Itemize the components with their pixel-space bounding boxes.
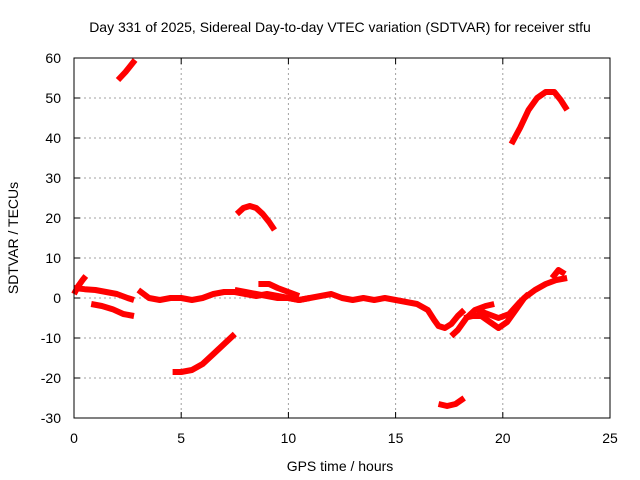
plot-frame <box>73 57 611 419</box>
y-tick-label: 10 <box>45 250 61 266</box>
series-arc-10 <box>437 395 466 409</box>
y-tick-label: 40 <box>45 130 61 146</box>
y-tick-label: -20 <box>41 370 61 386</box>
y-axis-label: SDTVAR / TECUs <box>5 182 21 294</box>
y-tick-label: 50 <box>45 90 61 106</box>
y-tick-label: 0 <box>53 290 61 306</box>
series-arc-7 <box>234 287 311 303</box>
series-arc-15 <box>549 267 567 280</box>
chart-title: Day 331 of 2025, Sidereal Day-to-day VTE… <box>89 19 591 35</box>
y-tick-label: 60 <box>45 50 61 66</box>
series-arc-13 <box>476 291 531 321</box>
x-tick-label: 10 <box>281 430 297 446</box>
series-arc-4 <box>115 58 138 83</box>
series-arc-8 <box>234 203 277 232</box>
data-series <box>71 58 570 409</box>
y-tick-label: -10 <box>41 330 61 346</box>
x-tick-label: 25 <box>602 430 618 446</box>
x-tick-label: 15 <box>388 430 404 446</box>
x-tick-label: 20 <box>495 430 511 446</box>
x-axis-label: GPS time / hours <box>287 458 394 474</box>
series-arc-6 <box>172 331 237 375</box>
y-tick-label: 20 <box>45 210 61 226</box>
series-arc-14 <box>508 89 570 146</box>
tick-labels: 0 5 10 15 20 25 -30 -20 -10 0 10 20 30 40 50 60 <box>41 50 618 446</box>
series-arc-5 <box>136 287 467 331</box>
series-arc-9 <box>258 281 301 299</box>
axis-ticks <box>73 57 611 419</box>
series-arc-3 <box>90 301 135 319</box>
series-arc-2 <box>73 285 135 303</box>
y-tick-label: 30 <box>45 170 61 186</box>
x-tick-label: 0 <box>70 430 78 446</box>
y-tick-label: -30 <box>41 410 61 426</box>
x-tick-label: 5 <box>177 430 185 446</box>
